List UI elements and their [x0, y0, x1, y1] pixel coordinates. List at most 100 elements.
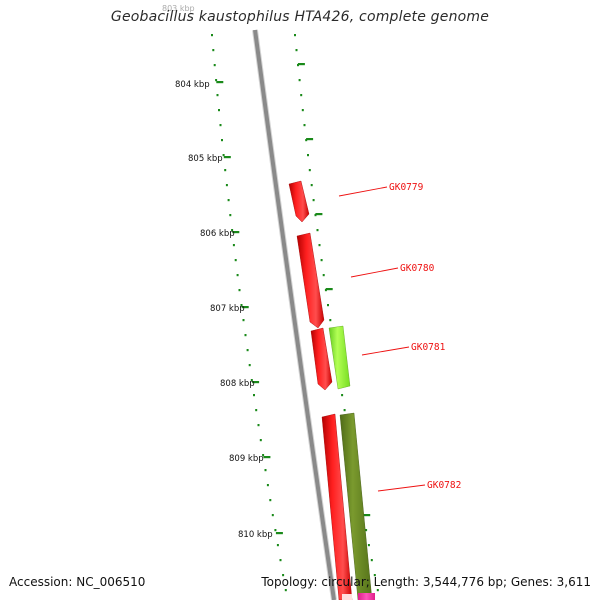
- tick-dot-inner: [218, 109, 220, 112]
- gene-label-gk0779[interactable]: GK0779: [389, 182, 424, 193]
- tick-dot-inner: [276, 544, 279, 547]
- tick-dot-inner: [229, 214, 232, 217]
- scale-label-808: 808 kbp: [220, 379, 255, 389]
- leader-gk0781: [361, 346, 410, 356]
- gene-label-gk0780[interactable]: GK0780: [400, 263, 435, 274]
- scale-label-810: 810 kbp: [238, 530, 273, 540]
- scale-label-809: 809 kbp: [229, 454, 264, 464]
- major-tick-outer: [306, 138, 314, 141]
- tick-dot-outer: [307, 154, 309, 157]
- tick-dot-inner: [264, 469, 267, 472]
- tick-dot-outer: [376, 589, 379, 592]
- tick-dot-inner: [224, 169, 227, 172]
- gene-label-gk0781[interactable]: GK0781: [411, 342, 446, 353]
- scale-labels: 804 kbp 805 kbp 806 kbp 807 kbp 808 kbp …: [175, 80, 273, 540]
- major-tick-inner: [223, 156, 231, 159]
- scale-label-807: 807 kbp: [210, 304, 245, 314]
- tick-dot-outer: [295, 49, 298, 52]
- tick-dot-inner: [282, 574, 285, 577]
- tick-dot-inner: [269, 499, 272, 502]
- tick-dot-inner: [279, 559, 282, 562]
- tick-dot-inner: [236, 274, 239, 277]
- major-tick-inner: [252, 381, 260, 384]
- gene-red-long-arrow[interactable]: [321, 413, 353, 600]
- tick-dot-inner: [250, 379, 253, 382]
- tick-dot-inner: [244, 334, 247, 337]
- major-tick-inner: [216, 81, 224, 84]
- tick-dot-inner: [234, 259, 237, 262]
- tick-dot-inner: [216, 94, 219, 97]
- major-tick-outer: [297, 63, 305, 66]
- tick-dot-inner: [248, 364, 251, 367]
- tick-dot-outer: [303, 124, 306, 127]
- leader-gk0782: [377, 484, 426, 492]
- scale-label-804: 804 kbp: [175, 80, 210, 90]
- tick-dot-inner: [211, 34, 213, 37]
- tick-dot-outer: [343, 409, 346, 412]
- tick-dot-outer: [367, 544, 370, 547]
- tick-dot-outer: [329, 319, 332, 322]
- tick-dot-inner: [221, 139, 223, 142]
- major-tick-outer: [315, 213, 323, 216]
- tick-dot-inner: [212, 49, 215, 52]
- tick-dot-inner: [259, 439, 262, 442]
- tick-dot-outer: [312, 199, 315, 202]
- major-tick-outer: [363, 514, 371, 517]
- tick-dot-inner: [240, 304, 243, 307]
- gene-gk0779-arrow[interactable]: [288, 180, 310, 223]
- scale-label-806: 806 kbp: [200, 229, 235, 239]
- tick-dot-inner: [213, 64, 216, 67]
- tick-dot-outer: [294, 34, 296, 37]
- tick-dot-outer: [322, 274, 325, 277]
- tick-dot-inner: [232, 244, 235, 247]
- major-tick-inner: [232, 231, 240, 234]
- tick-dot-inner: [215, 79, 218, 82]
- tick-dot-inner: [227, 199, 230, 202]
- tick-dot-inner: [242, 319, 245, 322]
- major-tick-inner: [263, 456, 271, 459]
- genome-backbone: [252, 29, 337, 600]
- gene-label-gk0782[interactable]: GK0782: [427, 480, 461, 491]
- tick-dot-inner: [253, 394, 255, 397]
- major-tick-outer: [325, 288, 333, 291]
- tick-dot-outer: [365, 529, 368, 532]
- tick-dot-inner: [246, 349, 249, 352]
- leader-gk0779: [338, 186, 388, 197]
- tick-dot-inner: [274, 529, 277, 532]
- gene-gk0782-arrow[interactable]: [339, 412, 373, 600]
- leader-gk0780: [350, 267, 399, 278]
- tick-dot-inner: [219, 124, 222, 127]
- major-tick-inner: [275, 532, 283, 535]
- gene-label-leaders: [338, 186, 426, 492]
- tick-dot-outer: [308, 169, 311, 172]
- gene-gk0781-arrow[interactable]: [328, 325, 351, 390]
- tick-dot-inner: [284, 589, 287, 592]
- tick-dot-inner: [222, 154, 225, 157]
- tick-dot-inner: [257, 424, 260, 427]
- genome-stats-text: Topology: circular; Length: 3,544,776 bp…: [261, 575, 591, 589]
- tick-dot-outer: [318, 244, 321, 247]
- tick-dot-outer: [370, 559, 373, 562]
- gene-labels: GK0779 GK0780 GK0781 GK0782: [389, 182, 461, 491]
- tick-dot-outer: [301, 109, 304, 112]
- tick-dot-inner: [231, 229, 234, 232]
- gene-gk0780-arrow[interactable]: [296, 232, 325, 329]
- map-title: Geobacillus kaustophilus HTA426, complet…: [110, 9, 490, 25]
- gene-gk0779b-arrow[interactable]: [310, 327, 333, 391]
- tick-dot-outer: [300, 94, 303, 97]
- gene-pink-partial[interactable]: [358, 593, 375, 600]
- scale-label-805: 805 kbp: [188, 154, 223, 164]
- major-tick-inner: [241, 306, 249, 309]
- tick-dot-outer: [316, 229, 319, 232]
- tick-ring-inner: [211, 34, 287, 592]
- tick-dot-outer: [373, 574, 376, 577]
- tick-dot-inner: [225, 184, 228, 187]
- tick-dot-outer: [310, 184, 313, 187]
- tick-dot-inner: [238, 289, 241, 292]
- tick-dot-outer: [341, 394, 344, 397]
- tick-dot-outer: [298, 79, 301, 82]
- tick-dot-outer: [327, 304, 329, 307]
- gene-features: [288, 180, 375, 600]
- tick-dot-inner: [266, 484, 269, 487]
